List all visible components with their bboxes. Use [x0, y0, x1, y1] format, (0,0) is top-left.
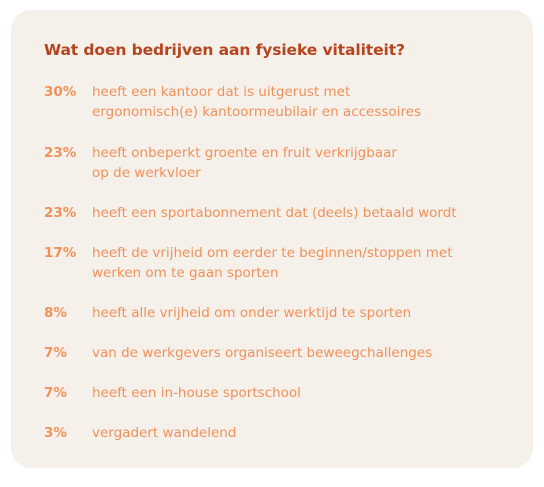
stat-description: vergadert wandelend	[92, 423, 522, 443]
stat-line: heeft alle vrijheid om onder werktijd te…	[92, 305, 412, 321]
stat-description: heeft onbeperkt groente en fruit verkrij…	[92, 143, 522, 183]
stat-line: ergonomisch(e) kantoormeubilair en acces…	[92, 104, 422, 120]
stat-description: heeft een sportabonnement dat (deels) be…	[92, 203, 522, 223]
stat-line: werken om te gaan sporten	[92, 265, 279, 281]
info-card: Wat doen bedrijven aan fysieke vitalitei…	[11, 10, 533, 468]
stat-line: heeft een kantoor dat is uitgerust met	[92, 84, 351, 100]
stat-line: heeft een in-house sportschool	[92, 385, 301, 401]
stat-description: heeft de vrijheid om eerder te beginnen/…	[92, 243, 522, 283]
stat-line: heeft een sportabonnement dat (deels) be…	[92, 205, 457, 221]
stat-line: vergadert wandelend	[92, 425, 237, 441]
card-title: Wat doen bedrijven aan fysieke vitalitei…	[44, 41, 405, 59]
stat-percent: 17%	[44, 245, 77, 261]
stat-line: op de werkvloer	[92, 165, 201, 181]
stat-line: heeft de vrijheid om eerder te beginnen/…	[92, 245, 453, 261]
stat-percent: 23%	[44, 145, 77, 161]
stat-description: heeft een kantoor dat is uitgerust met e…	[92, 82, 522, 122]
stat-line: van de werkgevers organiseert beweegchal…	[92, 345, 433, 361]
stat-percent: 7%	[44, 345, 67, 361]
stat-percent: 8%	[44, 305, 67, 321]
stat-percent: 7%	[44, 385, 67, 401]
stat-percent: 3%	[44, 425, 67, 441]
stat-description: heeft alle vrijheid om onder werktijd te…	[92, 303, 522, 323]
stat-percent: 23%	[44, 205, 77, 221]
stat-description: van de werkgevers organiseert beweegchal…	[92, 343, 522, 363]
stat-percent: 30%	[44, 84, 77, 100]
stat-line: heeft onbeperkt groente en fruit verkrij…	[92, 145, 397, 161]
stat-description: heeft een in-house sportschool	[92, 383, 522, 403]
